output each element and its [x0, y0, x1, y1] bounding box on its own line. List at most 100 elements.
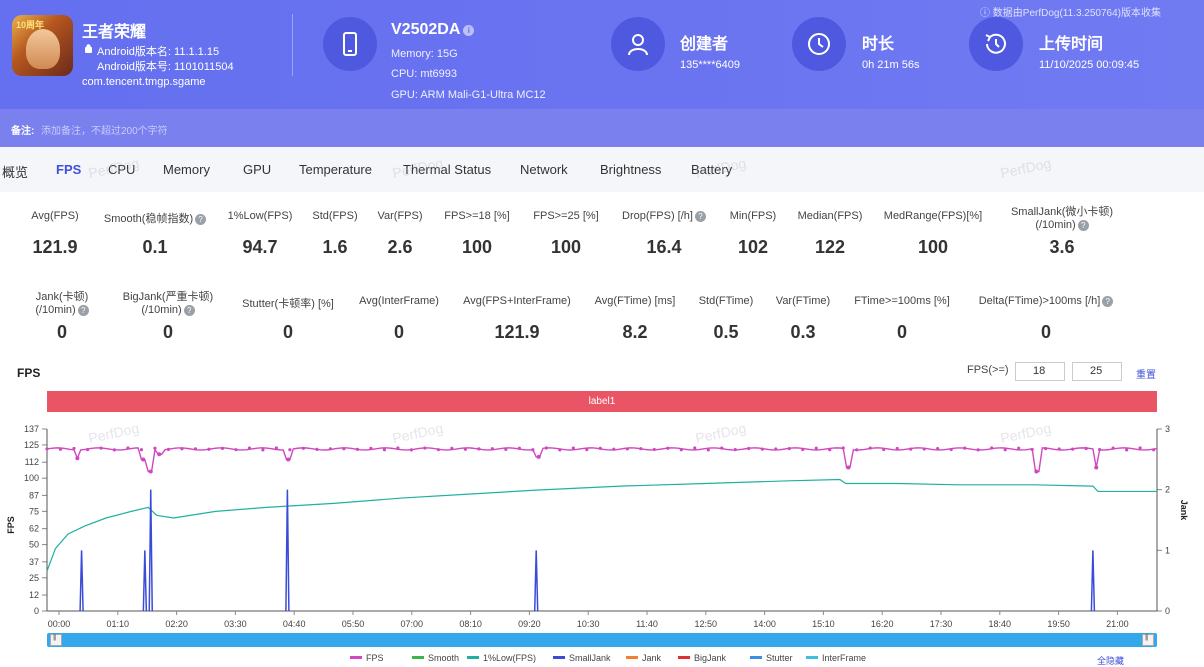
report-header: 10周年 王者荣耀 Android版本名: 11.1.1.15 Android版… [0, 0, 1204, 109]
stat-label: Std(FPS) [245, 210, 425, 222]
legend-item[interactable]: InterFrame [806, 653, 866, 663]
fps-point [882, 447, 886, 452]
fps-point [1111, 446, 1115, 450]
reset-button[interactable]: 重置 [1136, 370, 1156, 381]
legend-swatch [553, 656, 565, 659]
stat-value: 0 [282, 322, 293, 342]
fps-point [1071, 447, 1075, 451]
help-icon[interactable]: ? [694, 211, 706, 222]
stat-value: 122 [814, 237, 846, 257]
tab-5[interactable]: Temperature [299, 162, 372, 177]
fps-point [45, 447, 49, 451]
tab-9[interactable]: Battery [691, 162, 733, 177]
slider-start-handle[interactable] [50, 634, 62, 646]
fps-point [760, 447, 764, 451]
fps-point [193, 447, 198, 451]
stat-label-text: 1%Low(FPS) [227, 210, 293, 222]
info-icon[interactable]: i [463, 25, 475, 36]
fps-threshold-1-input[interactable]: 18 [1015, 362, 1065, 381]
note-input[interactable]: 添加备注，不超过200个字符 [41, 126, 168, 137]
app-icon-badge: 10周年 [16, 20, 45, 30]
tab-3[interactable]: Memory [163, 162, 210, 177]
fps-point [990, 446, 994, 450]
upload-value: 11/10/2025 00:09:45 [1039, 59, 1140, 71]
stat-label: Min(FPS) [663, 210, 843, 222]
tab-7[interactable]: Network [520, 162, 568, 177]
fps-threshold-2-input[interactable]: 25 [1072, 362, 1122, 381]
stat-label-text: Jank(卡顿) [35, 291, 89, 303]
stat-label: Var(FPS) [310, 210, 490, 222]
fps-point [436, 448, 440, 452]
stat-value: 3.6 [1049, 237, 1075, 257]
fps-point [355, 447, 359, 451]
y2-tick-label: 3 [1165, 424, 1170, 434]
legend-item[interactable]: SmallJank [553, 653, 611, 663]
tab-2[interactable]: CPU [108, 162, 136, 177]
help-icon[interactable]: ? [77, 305, 89, 316]
fps-point [342, 447, 346, 451]
fps-point [814, 446, 818, 450]
x-tick-label: 08:10 [459, 619, 482, 629]
fps-threshold-label: FPS(>=) [967, 364, 1009, 376]
stat-label: Avg(InterFrame) [309, 295, 489, 307]
stat-value: 0.1 [142, 237, 168, 257]
legend-swatch [467, 656, 479, 659]
duration-value: 0h 21m 56s [862, 59, 920, 71]
y-tick-label: 0 [34, 606, 39, 616]
fps-point [963, 446, 967, 450]
stat-label-text: MedRange(FPS)[%] [883, 210, 983, 222]
fps-point [396, 446, 400, 450]
fps-point [261, 448, 265, 452]
tab-4[interactable]: GPU [243, 162, 272, 177]
legend-item[interactable]: Jank [626, 653, 661, 663]
time-range-slider[interactable] [47, 633, 1157, 647]
x-tick-label: 07:00 [401, 619, 424, 629]
tab-6[interactable]: Thermal Status [403, 162, 492, 177]
slider-end-handle[interactable] [1142, 634, 1154, 646]
legend-swatch [350, 656, 362, 659]
y-tick-label: 12 [29, 590, 39, 600]
legend-item[interactable]: Smooth [412, 653, 459, 663]
legend-item[interactable]: 1%Low(FPS) [467, 653, 536, 663]
fps-point [463, 447, 467, 451]
stat-value: 0 [393, 322, 404, 342]
stat-value: 102 [737, 237, 769, 257]
stat-value: 0 [1040, 322, 1051, 342]
fps-point [166, 447, 171, 451]
fps-point [949, 447, 953, 452]
fps-point [85, 448, 90, 452]
fps-point [369, 446, 373, 450]
y-tick-label: 112 [25, 457, 39, 467]
fps-point [544, 446, 548, 450]
fps-point [531, 448, 535, 452]
help-icon[interactable]: ? [1077, 220, 1089, 231]
stat-label-text: Var(FPS) [377, 210, 423, 222]
fps-point [139, 448, 144, 452]
legend-item[interactable]: Stutter [750, 653, 793, 663]
fps-point [1030, 447, 1034, 452]
legend-swatch [806, 656, 818, 659]
x-tick-label: 17:30 [930, 619, 953, 629]
fps-dip-point [846, 465, 851, 470]
legend-item[interactable]: BigJank [678, 653, 726, 663]
label-bar[interactable]: label1 [47, 391, 1157, 412]
y-tick-label: 62 [29, 524, 39, 534]
fps-point [895, 446, 899, 451]
x-tick-label: 11:40 [636, 619, 658, 629]
hide-all-button[interactable]: 全隐藏 [1097, 656, 1125, 666]
help-icon[interactable]: ? [183, 305, 195, 316]
stat-label: 1%Low(FPS) [170, 210, 350, 222]
tab-8[interactable]: Brightness [600, 162, 662, 177]
stat-value: 8.2 [622, 322, 648, 342]
stat-value: 100 [550, 237, 582, 257]
help-icon[interactable]: ? [1102, 296, 1114, 307]
help-icon[interactable]: ? [195, 214, 207, 225]
stat-label-text: Std(FTime) [698, 295, 754, 307]
tab-1[interactable]: FPS [56, 162, 82, 177]
legend-item[interactable]: FPS [350, 653, 384, 663]
x-tick-label: 03:30 [224, 619, 247, 629]
note-label: 备注: [11, 126, 35, 137]
tab-0[interactable]: 概览 [2, 165, 29, 180]
legend-swatch [750, 656, 762, 659]
fps-point [1138, 446, 1142, 450]
